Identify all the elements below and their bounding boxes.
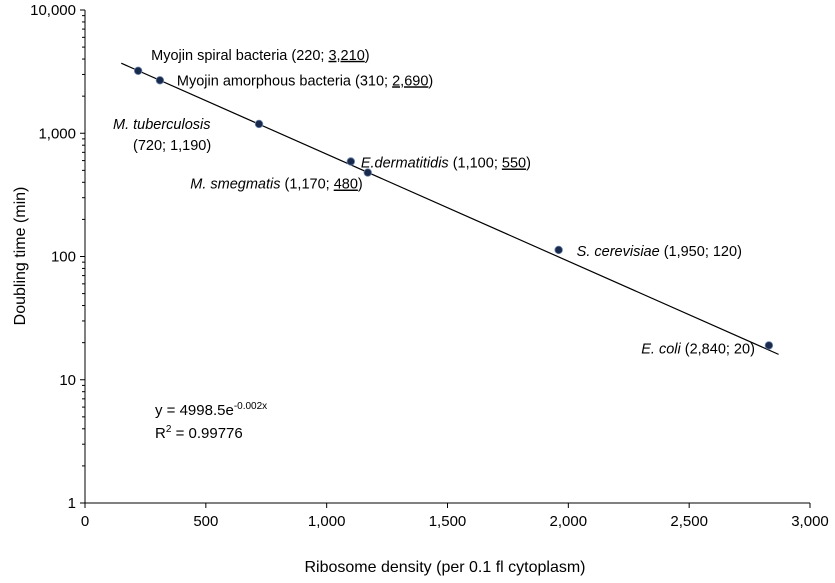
point-label: S. cerevisiae (1,950; 120)	[577, 244, 742, 260]
x-tick-label: 2,000	[550, 513, 588, 530]
y-axis-ticks: 1 10 100 1,000 10,000	[30, 2, 85, 512]
point-labels: Myojin spiral bacteria (220; 3,210) Myoji…	[113, 48, 755, 358]
y-axis-label: Doubling time (min)	[12, 187, 29, 326]
point-label: M. smegmatis (1,170; 480)	[190, 177, 363, 193]
data-point	[554, 245, 563, 255]
point-label: E.dermatitidis (1,100; 550)	[361, 155, 531, 171]
data-point	[155, 76, 165, 85]
point-label: M. tuberculosis	[113, 117, 211, 133]
data-point	[254, 119, 264, 129]
point-label: Myojin amorphous bacteria (310; 2,690)	[177, 73, 433, 89]
regression-equation: y = 4998.5e-0.002x R2 = 0.99776	[155, 401, 267, 442]
data-point	[363, 168, 372, 177]
x-axis-label: Ribosome density (per 0.1 fl cytoplasm)	[305, 559, 586, 576]
y-tick-label: 1,000	[38, 125, 76, 142]
y-tick-label: 100	[51, 249, 76, 266]
trendline	[121, 62, 779, 355]
x-tick-label: 3,000	[791, 513, 829, 530]
point-label: E. coli (2,840; 20)	[641, 341, 755, 357]
y-tick-label: 10,000	[30, 2, 76, 19]
data-point	[764, 341, 774, 350]
y-tick-label: 1	[68, 495, 76, 512]
data-point	[133, 66, 143, 76]
x-tick-label: 1,000	[308, 513, 346, 530]
x-tick-label: 500	[193, 513, 218, 530]
x-tick-label: 2,500	[670, 513, 708, 530]
trendline-group	[121, 62, 779, 355]
data-point	[346, 157, 356, 166]
equation-line: y = 4998.5e-0.002x	[155, 401, 267, 419]
x-tick-label: 0	[81, 513, 89, 530]
data-points	[133, 66, 774, 350]
x-tick-label: 1,500	[429, 513, 467, 530]
y-tick-label: 10	[59, 372, 76, 389]
point-label-line2: (720; 1,190)	[133, 138, 211, 154]
r-squared-line: R2 = 0.99776	[155, 424, 243, 442]
point-label: Myojin spiral bacteria (220; 3,210)	[151, 48, 369, 64]
x-axis-ticks: 0 500 1,000 1,500 2,000 2,500 3,000	[81, 503, 829, 530]
